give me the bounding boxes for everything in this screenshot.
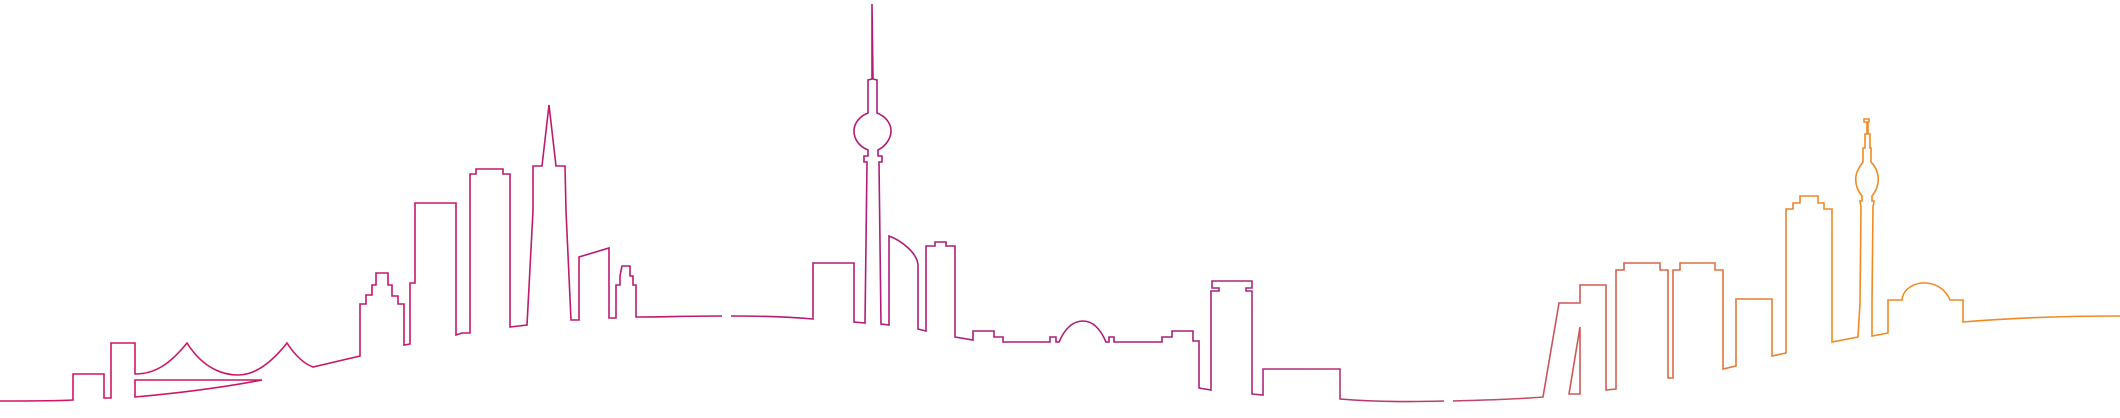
skyline-right-segment [1452, 118, 2120, 402]
skyline-center-segment [730, 3, 1445, 403]
center-skyline-outline [730, 3, 1445, 403]
right-slim-tower [1568, 326, 1581, 395]
right-skyline-outline [1452, 118, 2120, 402]
bridge-deck [134, 379, 263, 398]
skyline-left-segment [0, 104, 723, 402]
left-ground-and-low-blocks [0, 104, 723, 402]
